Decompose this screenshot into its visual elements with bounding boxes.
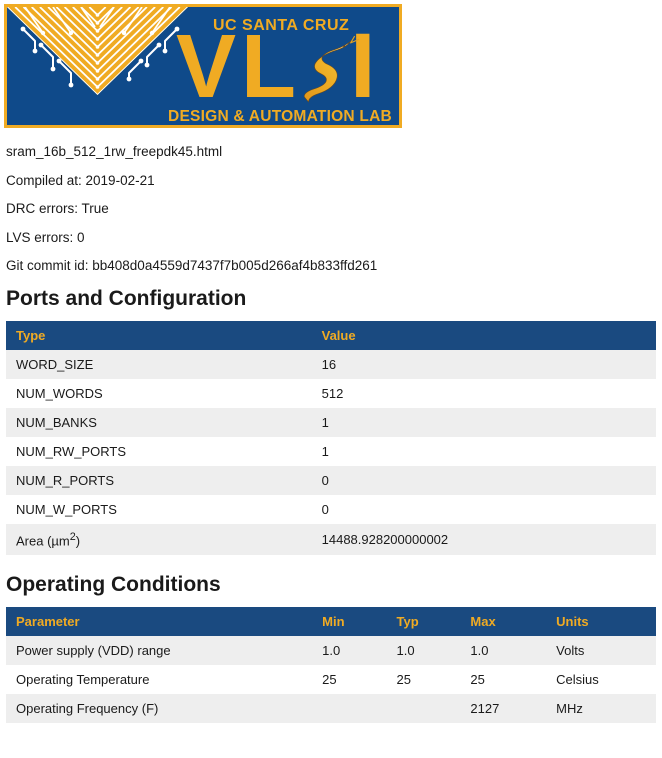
svg-text:I: I (350, 15, 376, 117)
svg-text:DESIGN & AUTOMATION LAB: DESIGN & AUTOMATION LAB (168, 108, 392, 125)
svg-text:V: V (176, 17, 236, 117)
svg-text:L: L (241, 17, 296, 117)
